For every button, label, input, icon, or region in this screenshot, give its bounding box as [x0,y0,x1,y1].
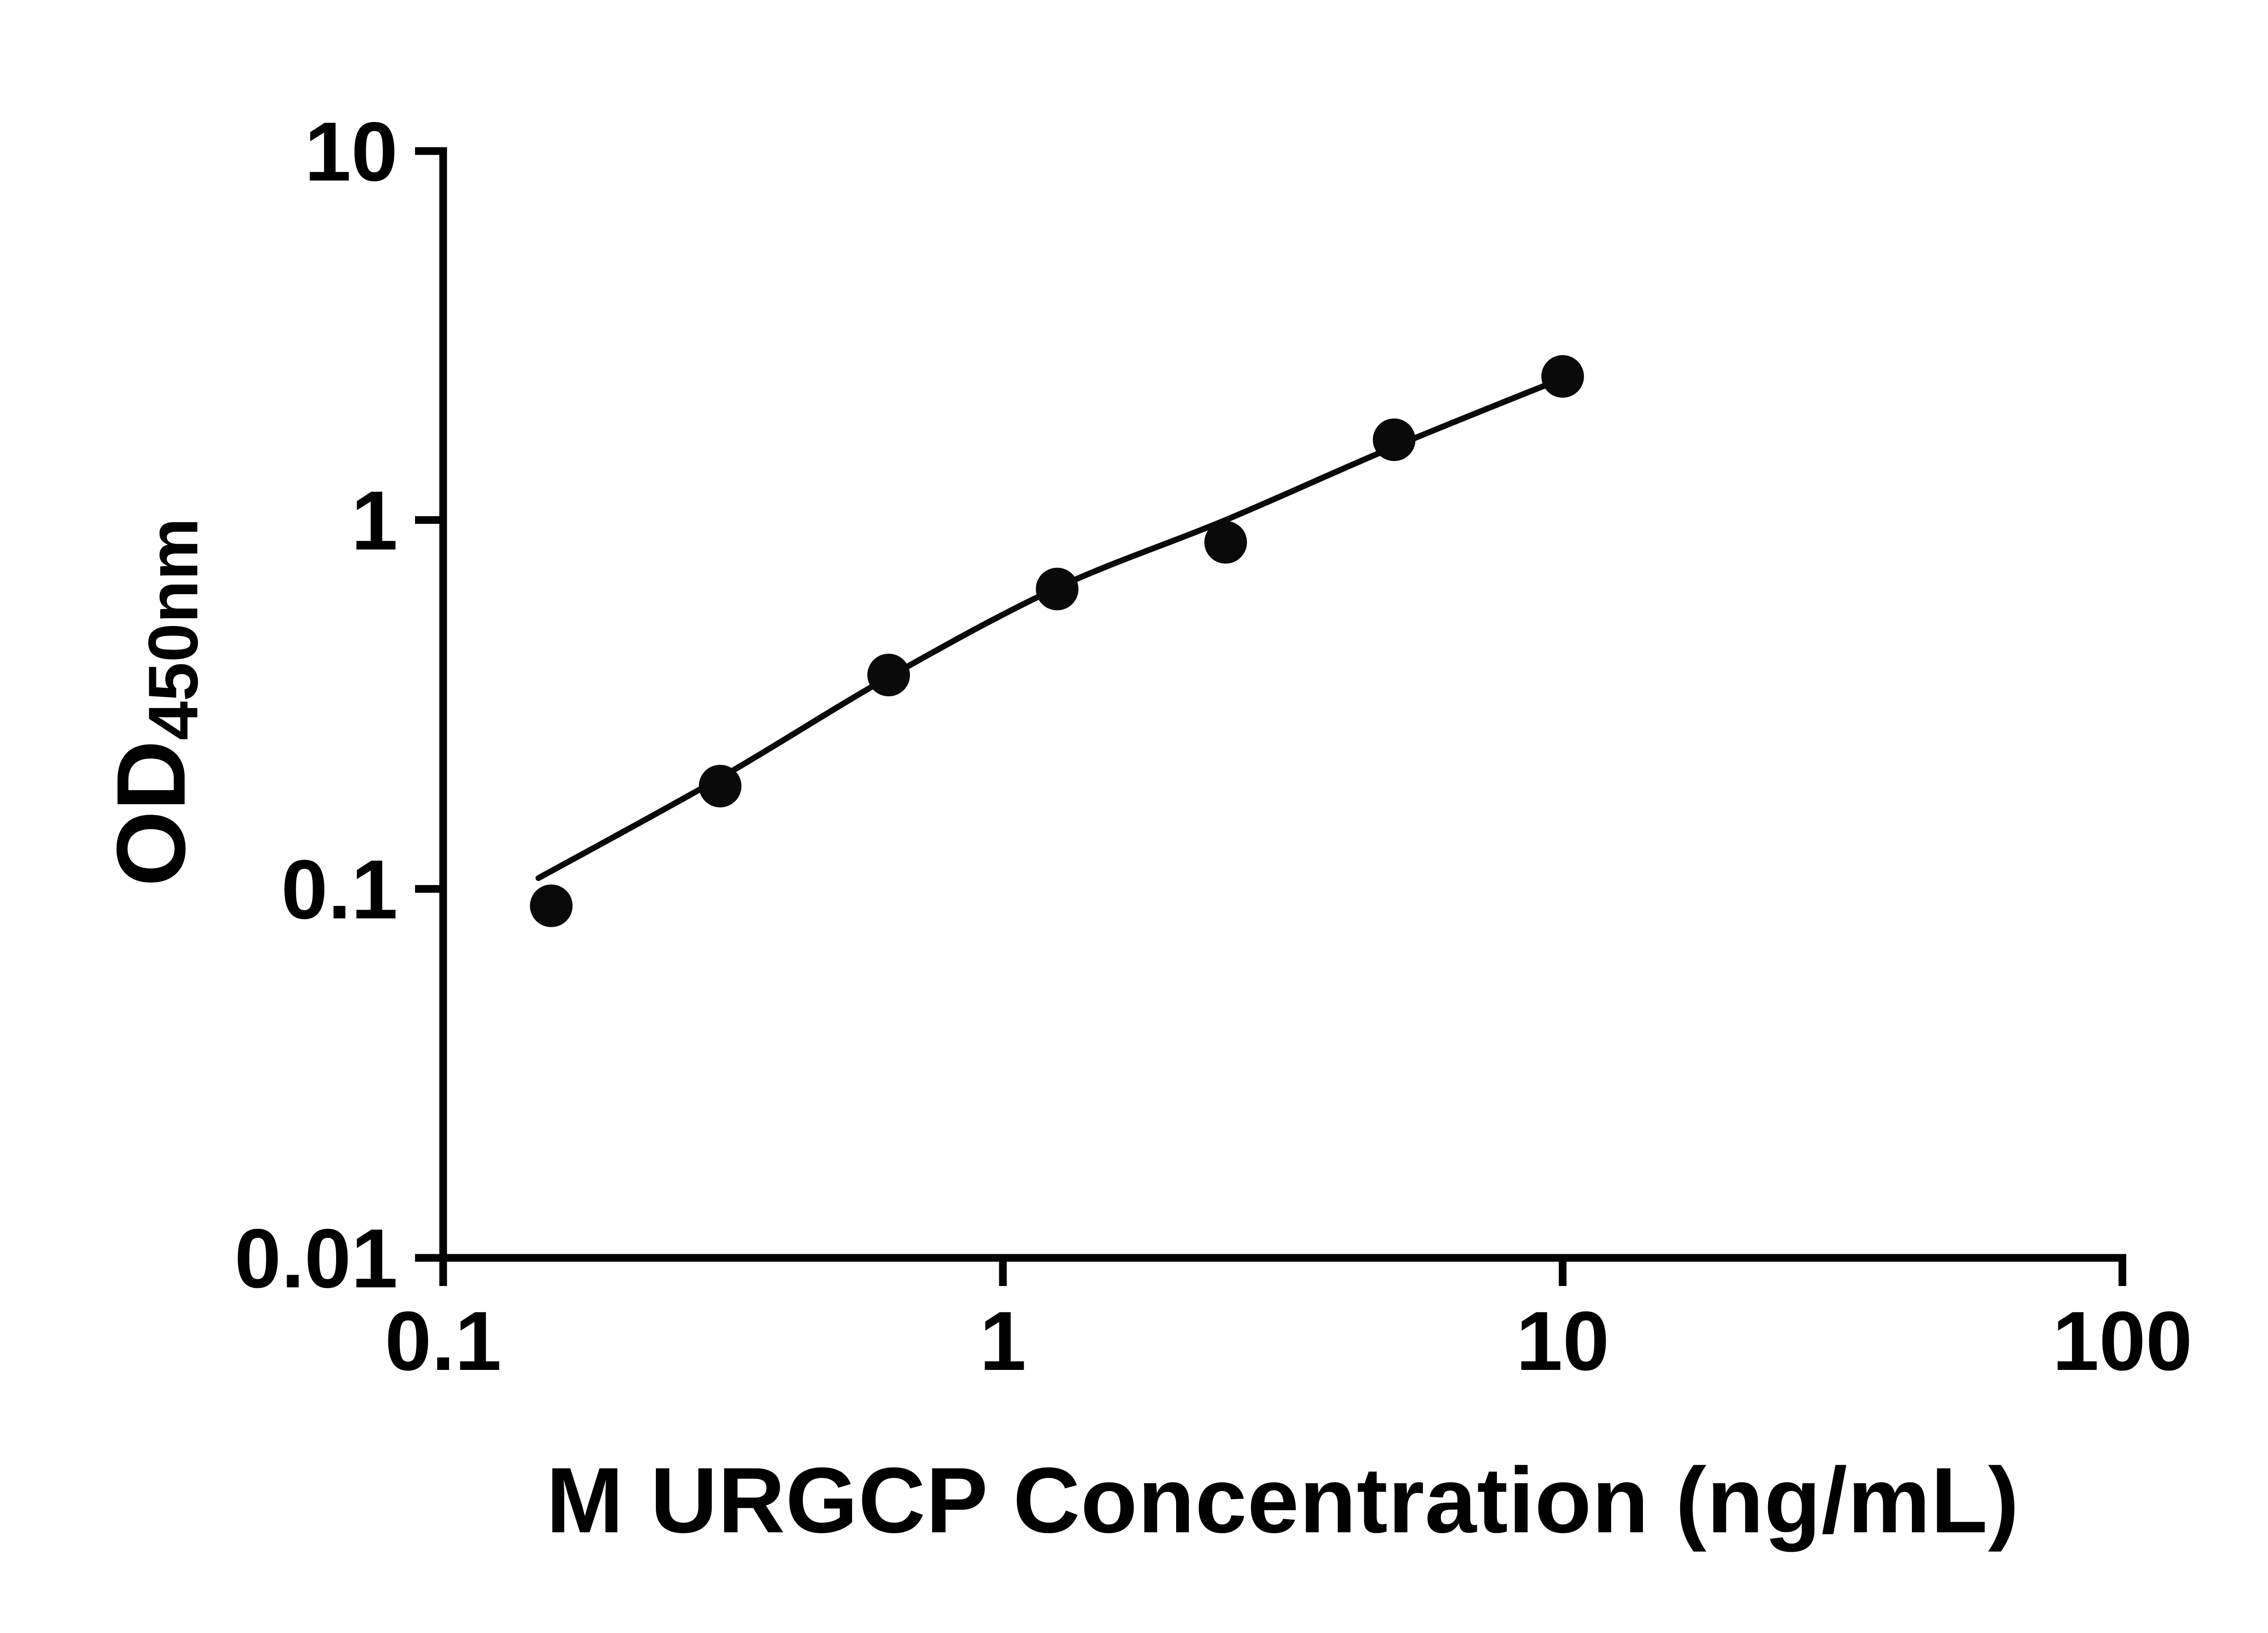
x-tick-label: 1 [980,1295,1026,1388]
x-tick-label: 10 [1516,1295,1609,1388]
y-axis-title-subscript: 450nm [133,518,212,740]
data-point [1541,355,1584,398]
data-point [1036,567,1079,611]
axes-frame [439,147,2126,1262]
y-tick-label: 0.01 [235,1212,398,1305]
data-point [1373,418,1416,461]
data-point [530,884,573,927]
y-tick-label: 10 [304,105,398,199]
data-point [699,764,742,807]
x-tick-label: 0.1 [385,1295,501,1388]
data-point [1204,521,1247,564]
y-axis-title-main: OD [96,740,205,887]
x-tick-label: 100 [2053,1295,2193,1388]
y-axis-title: OD450nm [83,339,219,1065]
y-tick-label: 1 [351,474,398,567]
data-point [867,654,910,697]
y-tick-label: 0.1 [281,843,398,937]
x-axis-title: M URGCP Concentration (ng/mL) [546,1448,2020,1552]
